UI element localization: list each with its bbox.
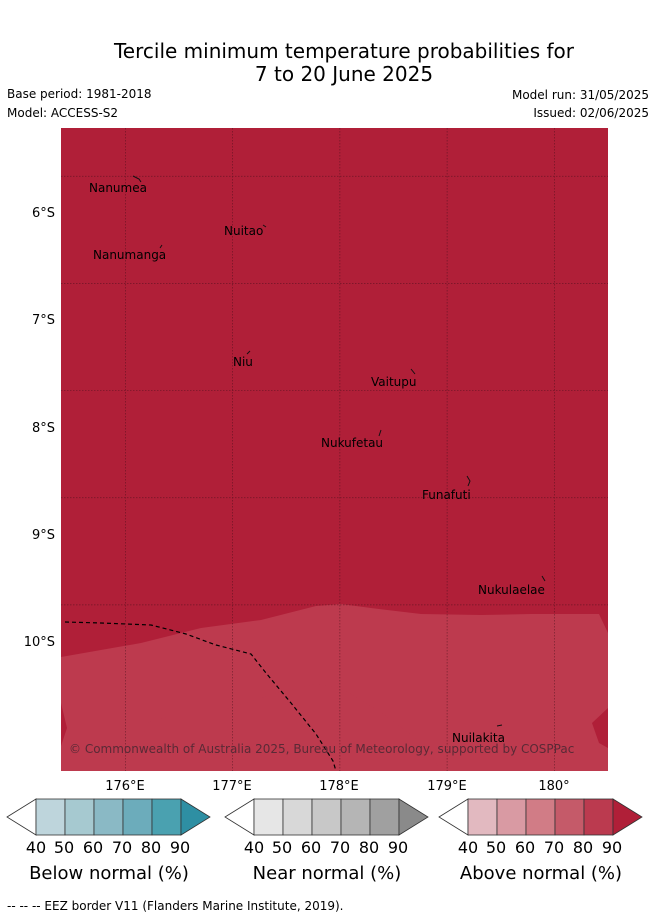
- island-outline: [159, 244, 163, 249]
- colorbar-max-arrow: [612, 798, 643, 836]
- colorbar-segment: [253, 798, 284, 836]
- lat-label-8s: 8°S: [31, 421, 55, 436]
- island-outline: [496, 724, 503, 727]
- colorbar-segment: [93, 798, 124, 836]
- lon-label-177e: 177°E: [212, 779, 252, 794]
- below-normal-title: Below normal (%): [29, 863, 189, 884]
- near-tick-70: 70: [329, 838, 351, 857]
- map-title: Tercile minimum temperature probabilitie…: [0, 40, 655, 86]
- base-period: Base period: 1981-2018: [7, 87, 152, 101]
- below-tick-50: 50: [53, 838, 75, 857]
- colorbar-segment: [122, 798, 153, 836]
- colorbar-segment: [35, 798, 66, 836]
- above-tick-40: 40: [457, 838, 479, 857]
- place-label-vaitupu: Vaitupu: [371, 375, 417, 389]
- above-normal-title: Above normal (%): [459, 863, 623, 884]
- lat-label-9s: 9°S: [31, 528, 55, 543]
- place-label-nanumea: Nanumea: [89, 181, 147, 195]
- model-run: Model run: 31/05/2025: [511, 88, 649, 102]
- above-tick-60: 60: [514, 838, 536, 857]
- island-outline: [541, 575, 546, 582]
- title-line-1: Tercile minimum temperature probabilitie…: [113, 39, 575, 63]
- eez-border-note: -- -- -- EEZ border V11 (Flanders Marine…: [7, 899, 344, 913]
- near-tick-40: 40: [243, 838, 265, 857]
- title-line-2: 7 to 20 June 2025: [254, 62, 434, 86]
- forecast-map[interactable]: Nanumea Nuitao Nanumanga Niu Vaitupu Nuk…: [61, 128, 608, 771]
- above-tick-90: 90: [601, 838, 623, 857]
- island-outline: [262, 224, 267, 228]
- below-tick-60: 60: [82, 838, 104, 857]
- place-label-nuitao: Nuitao: [224, 224, 264, 238]
- lat-label-6s: 6°S: [31, 206, 55, 221]
- graticule: [61, 128, 608, 771]
- islands: [132, 175, 546, 727]
- island-outline: [246, 350, 251, 355]
- above-tick-70: 70: [543, 838, 565, 857]
- above-tick-80: 80: [572, 838, 594, 857]
- lat-label-10s: 10°S: [23, 635, 55, 650]
- place-label-niu: Niu: [233, 355, 253, 369]
- colorbar-min-arrow: [224, 798, 255, 836]
- colorbar-segment: [525, 798, 556, 836]
- colorbar-segment: [311, 798, 342, 836]
- island-outline: [132, 175, 142, 183]
- probability-above-90-patch: [61, 703, 67, 746]
- lon-label-179e: 179°E: [427, 779, 467, 794]
- lat-label-7s: 7°S: [31, 313, 55, 328]
- place-label-funafuti: Funafuti: [422, 488, 471, 502]
- below-tick-90: 90: [169, 838, 191, 857]
- colorbar-segment: [583, 798, 614, 836]
- near-tick-80: 80: [358, 838, 380, 857]
- below-tick-70: 70: [111, 838, 133, 857]
- below-tick-80: 80: [140, 838, 162, 857]
- island-outline: [466, 475, 471, 487]
- lon-label-176e: 176°E: [105, 779, 145, 794]
- colorbar-segment: [282, 798, 313, 836]
- colorbar-min-arrow: [438, 798, 469, 836]
- place-label-nanumanga: Nanumanga: [93, 248, 167, 262]
- near-tick-90: 90: [387, 838, 409, 857]
- issued-date: Issued: 02/06/2025: [533, 106, 649, 120]
- colorbar-min-arrow: [6, 798, 37, 836]
- place-label-nuilakita: Nuilakita: [452, 731, 505, 745]
- model-name: Model: ACCESS-S2: [7, 106, 119, 120]
- above-tick-50: 50: [485, 838, 507, 857]
- island-outline: [410, 368, 416, 375]
- map-canvas: [61, 128, 608, 771]
- lon-label-178e: 178°E: [319, 779, 359, 794]
- near-normal-title: Near normal (%): [252, 863, 402, 884]
- colorbar-segment: [340, 798, 371, 836]
- colorbar-near-normal: [224, 798, 429, 836]
- colorbar-max-arrow: [180, 798, 211, 836]
- near-tick-50: 50: [271, 838, 293, 857]
- colorbar-segment: [554, 798, 585, 836]
- probability-above-90-patch-south: [123, 684, 441, 771]
- colorbar-segment: [496, 798, 527, 836]
- island-outline: [378, 429, 382, 437]
- colorbar-segment: [467, 798, 498, 836]
- colorbar-segment: [369, 798, 400, 836]
- eez-border: [64, 621, 337, 771]
- colorbar-below-normal: [6, 798, 211, 836]
- colorbar-segment: [64, 798, 95, 836]
- lon-label-180: 180°: [538, 779, 570, 794]
- copyright-notice: © Commonwealth of Australia 2025, Bureau…: [69, 742, 575, 756]
- near-tick-60: 60: [300, 838, 322, 857]
- below-tick-40: 40: [25, 838, 47, 857]
- colorbar-segment: [151, 798, 182, 836]
- place-label-nukufetau: Nukufetau: [321, 436, 384, 450]
- place-label-nukulaelae: Nukulaelae: [478, 583, 545, 597]
- colorbar-above-normal: [438, 798, 643, 836]
- colorbar-max-arrow: [398, 798, 429, 836]
